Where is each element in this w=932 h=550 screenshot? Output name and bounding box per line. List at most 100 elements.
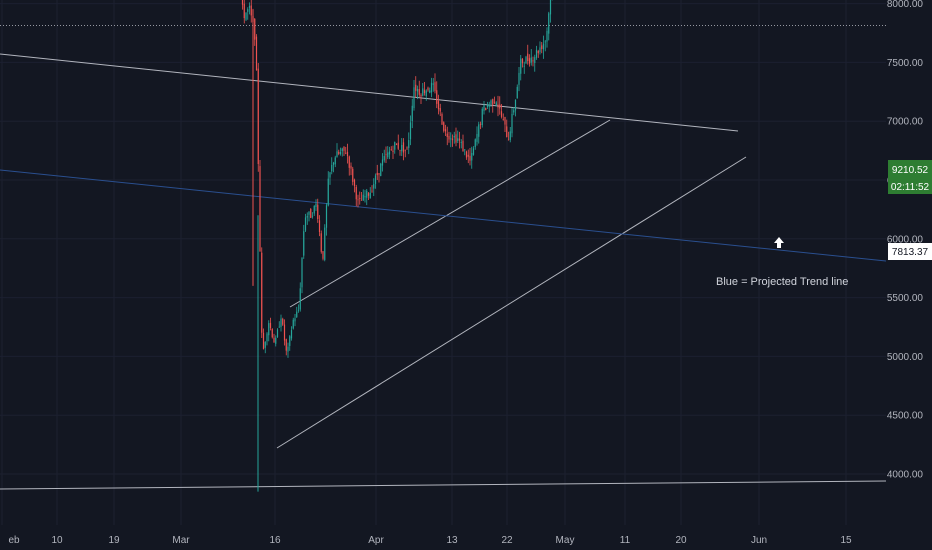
candle-body <box>495 102 497 105</box>
candle-body <box>250 5 252 16</box>
candle-body <box>418 88 420 95</box>
candle-body <box>546 30 548 42</box>
candlestick-series <box>241 0 553 492</box>
candle-body <box>446 133 448 137</box>
candle-body <box>339 151 342 155</box>
candle-body <box>376 172 378 176</box>
candle-body <box>275 337 277 344</box>
candle-body <box>460 142 462 143</box>
candle-body <box>338 151 340 154</box>
candle-body <box>336 151 338 158</box>
candle-body <box>271 328 273 338</box>
candle-body <box>360 199 363 201</box>
arrow-up-icon <box>774 237 784 248</box>
candle-body <box>504 116 506 125</box>
price-tick-label: 5000.00 <box>887 352 924 363</box>
price-tick-label: 7000.00 <box>887 117 924 128</box>
candle-body <box>521 59 524 64</box>
candle-body <box>297 309 300 311</box>
projected-level-label: 7813.37 <box>892 247 929 258</box>
candle-body <box>485 107 487 111</box>
candle-body <box>285 339 287 351</box>
candle-body <box>385 154 387 156</box>
candle-body <box>318 220 321 232</box>
candle-body <box>322 251 324 259</box>
candle-body <box>276 329 279 338</box>
candle-body <box>537 50 539 54</box>
candle-body <box>402 142 405 153</box>
candle-body <box>390 149 392 151</box>
candle-body <box>443 122 445 131</box>
candle-body <box>448 136 450 140</box>
candle-body <box>292 319 294 329</box>
candle-body <box>465 151 468 158</box>
time-axis[interactable] <box>0 525 932 550</box>
candle-body <box>308 211 310 215</box>
candle-body <box>434 82 436 92</box>
bottom-support-line[interactable] <box>0 480 887 490</box>
candle-body <box>334 157 336 165</box>
price-tick-label: 8000.00 <box>887 0 924 10</box>
candle-body <box>506 126 508 137</box>
candle-body <box>289 336 291 346</box>
countdown-label: 02:11:52 <box>891 182 930 193</box>
candle-body <box>320 233 322 252</box>
candle-body <box>329 172 331 178</box>
candle-body <box>429 90 431 93</box>
candle-body <box>423 89 426 94</box>
candle-body <box>331 164 333 172</box>
candle-body <box>341 148 343 152</box>
candle-body <box>479 123 482 125</box>
candle-body <box>471 153 473 161</box>
candle-body <box>311 215 314 217</box>
candle-body <box>499 104 501 109</box>
candle-body <box>548 13 550 34</box>
candle-body <box>514 99 517 111</box>
candle-body <box>415 84 417 91</box>
projected-trend-line[interactable] <box>0 169 887 262</box>
candle-body <box>539 47 541 53</box>
candle-body <box>534 57 536 63</box>
candle-body <box>451 138 454 141</box>
candle-body <box>493 101 496 103</box>
candle-body <box>457 138 459 141</box>
candle-body <box>241 0 244 5</box>
candle-body <box>324 227 326 260</box>
candle-body <box>378 173 380 175</box>
candle-body <box>472 148 475 155</box>
candle-body <box>280 318 282 328</box>
candle-body <box>432 83 434 85</box>
candle-body <box>248 5 251 8</box>
candle-body <box>411 105 413 122</box>
time-tick-label: 19 <box>108 535 120 546</box>
candle-body <box>488 104 490 107</box>
candle-body <box>462 140 464 152</box>
channel-lower-line[interactable] <box>276 156 747 449</box>
candle-body <box>383 156 385 161</box>
time-tick-label: 13 <box>446 535 458 546</box>
candle-body <box>387 152 389 158</box>
candle-body <box>511 113 513 134</box>
candle-body <box>427 87 429 91</box>
channel-upper-line[interactable] <box>289 119 611 308</box>
candle-body <box>509 131 511 140</box>
upper-resistance-line[interactable] <box>0 53 739 132</box>
candle-body <box>516 86 518 99</box>
candle-body <box>245 12 247 20</box>
candle-body <box>513 110 515 113</box>
candle-body <box>381 159 384 166</box>
candle-body <box>523 65 525 67</box>
price-axis[interactable] <box>886 0 932 525</box>
time-tick-label: 11 <box>620 535 631 546</box>
candle-body <box>282 318 284 325</box>
candle-body <box>364 196 366 198</box>
candle-body <box>367 193 370 196</box>
candle-body <box>520 58 522 74</box>
candle-body <box>436 90 438 104</box>
candle-body <box>392 150 394 153</box>
candle-body <box>528 58 531 64</box>
candle-body <box>530 57 532 63</box>
candle-body <box>353 179 356 187</box>
